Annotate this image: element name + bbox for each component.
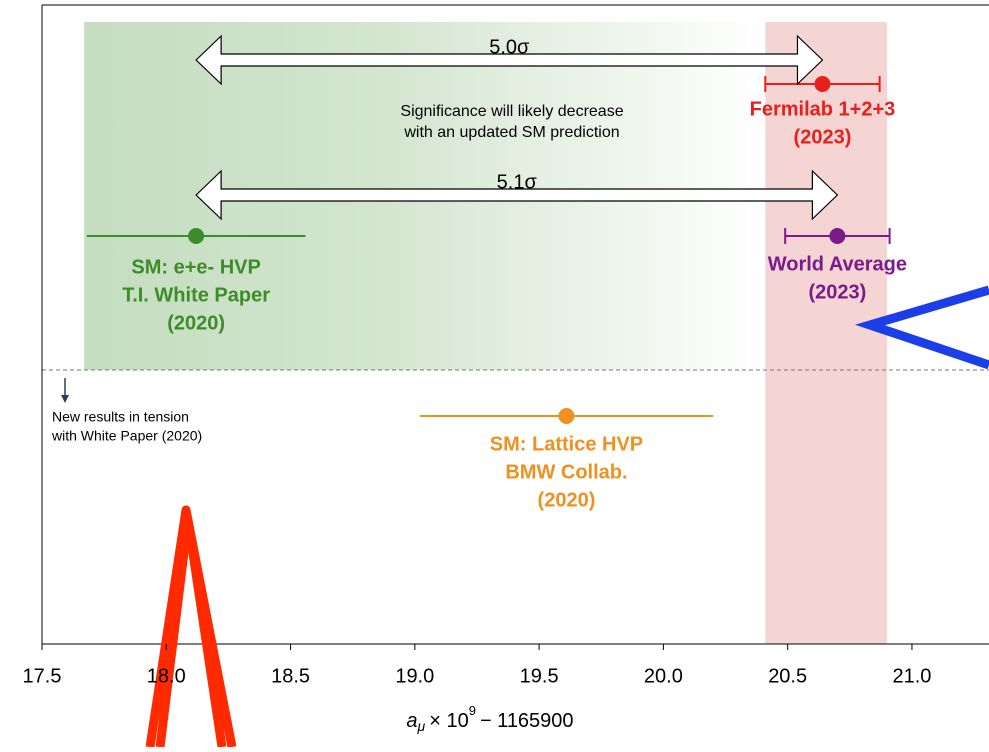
point [814, 76, 831, 92]
x-tick-label: 17.5 [23, 665, 62, 687]
series-label: SM: e+e- HVP [131, 256, 260, 278]
series-label: (2020) [167, 312, 225, 334]
series-label: (2023) [794, 126, 852, 148]
series-label: BMW Collab. [505, 461, 627, 483]
note: with White Paper (2020) [51, 428, 202, 444]
sigma-label: 5.0σ [489, 36, 530, 58]
arrow-head [61, 395, 69, 403]
sigma-arrow [195, 34, 824, 86]
sigma-label: 5.1σ [497, 171, 538, 193]
xlabel-part: × 10 [429, 710, 468, 732]
note: Significance will likely decrease [400, 103, 623, 120]
x-tick-label: 19.0 [395, 665, 434, 687]
band [765, 22, 888, 644]
series-label: (2023) [808, 281, 866, 303]
series-label: (2020) [538, 489, 596, 511]
point [829, 228, 846, 244]
note: New results in tension [52, 409, 189, 425]
note: with an updated SM prediction [403, 124, 619, 141]
series-label: World Average [768, 253, 907, 275]
point [558, 408, 575, 424]
series-label: SM: Lattice HVP [490, 433, 643, 455]
series-label: Fermilab 1+2+3 [750, 98, 896, 120]
x-tick-label: 21.0 [892, 665, 931, 687]
x-tick-label: 20.0 [644, 665, 683, 687]
scribble [145, 505, 237, 748]
xlabel-part: a [406, 710, 417, 732]
x-tick-label: 18.5 [271, 665, 310, 687]
scribble [855, 285, 989, 370]
x-tick-label: 18.0 [147, 665, 186, 687]
x-tick-label: 20.5 [768, 665, 807, 687]
x-axis-label: aμ × 109 − 1165900 [406, 703, 573, 733]
series-label: T.I. White Paper [122, 284, 270, 306]
xlabel-part: − 1165900 [480, 710, 574, 732]
sigma-arrow [195, 169, 839, 221]
x-tick-label: 19.5 [520, 665, 559, 687]
point [188, 228, 205, 244]
xlabel-part: 9 [469, 703, 476, 718]
xlabel-part: μ [417, 718, 426, 734]
